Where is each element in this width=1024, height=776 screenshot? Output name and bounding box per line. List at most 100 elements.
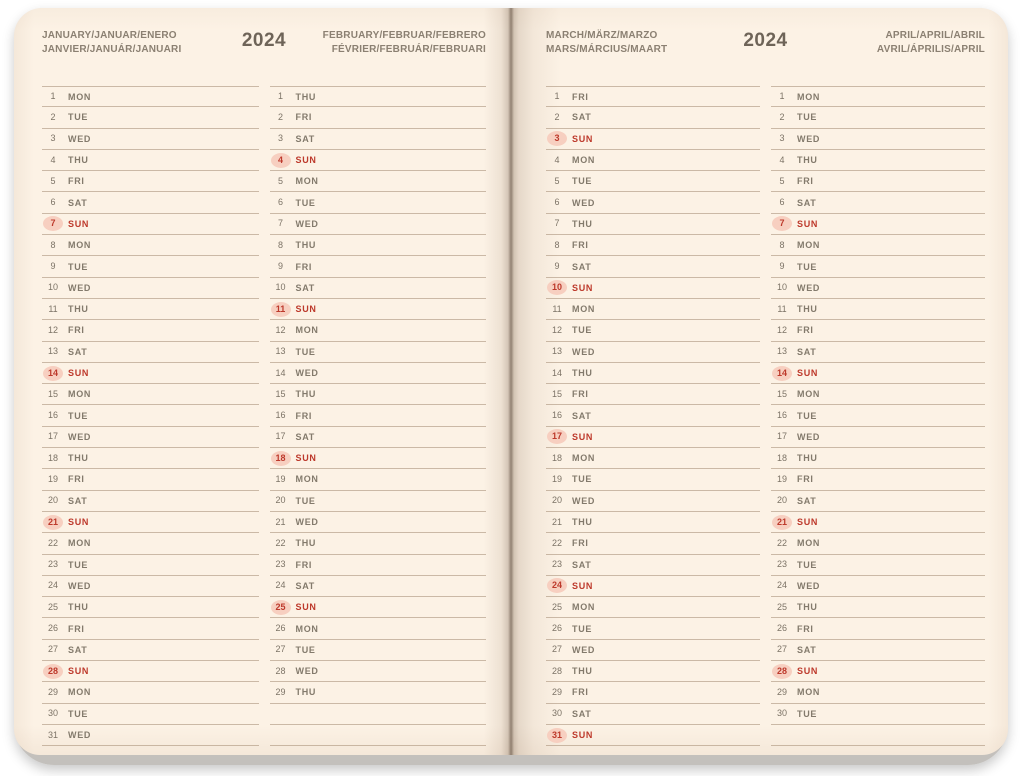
day-row: 25 THU — [771, 597, 985, 619]
day-number: 5 — [554, 175, 560, 186]
day-row: 10 SUN — [546, 278, 760, 299]
day-row: 9 SAT — [546, 256, 760, 278]
day-abbrev: THU — [295, 538, 317, 549]
day-number: 26 — [776, 623, 787, 634]
day-number: 18 — [551, 452, 562, 463]
day-row: 15 THU — [269, 384, 486, 406]
day-abbrev: FRI — [572, 687, 589, 698]
day-number: 29 — [776, 686, 787, 697]
day-abbrev: SAT — [797, 346, 817, 357]
day-number: 1 — [779, 91, 785, 102]
day-number: 9 — [554, 261, 560, 272]
month-columns: 1 FRI 2 SAT 3 SUN 4 MON 5 TUE 6 WED 7 THU 8 FRI 9 SAT 10 SU… — [546, 86, 985, 747]
day-abbrev: TUE — [295, 495, 316, 506]
day-row: 16 TUE — [771, 405, 985, 427]
day-number: 14 — [275, 367, 286, 378]
day-abbrev: SAT — [295, 282, 315, 293]
day-abbrev: MON — [572, 602, 596, 613]
day-row: 4 SUN — [269, 150, 486, 172]
day-abbrev: TUE — [295, 197, 316, 208]
day-row: 13 WED — [546, 342, 760, 363]
day-number: 5 — [277, 175, 283, 186]
day-number: 2 — [779, 111, 785, 122]
day-row: 29 THU — [269, 682, 486, 704]
day-abbrev: THU — [68, 155, 89, 166]
day-row: 8 FRI — [546, 235, 760, 257]
day-number: 10 — [776, 282, 787, 293]
day-row: 5 MON — [269, 171, 486, 193]
day-row: 22 MON — [42, 533, 259, 555]
day-row: 20 TUE — [269, 491, 486, 512]
day-abbrev: WED — [797, 133, 821, 144]
day-number: 12 — [776, 324, 787, 335]
day-abbrev: WED — [572, 644, 596, 655]
day-row: 28 THU — [546, 661, 760, 683]
day-abbrev: TUE — [68, 112, 89, 123]
day-abbrev: TUE — [68, 410, 89, 421]
day-row: 14 SUN — [771, 363, 985, 385]
day-abbrev: FRI — [572, 389, 589, 400]
day-row: 7 THU — [546, 214, 760, 236]
month-title-april: APRIL/APRIL/ABRIL AVRIL/ÁPRILIS/APRIL — [877, 29, 985, 56]
day-number: 16 — [275, 410, 286, 421]
day-abbrev: TUE — [295, 346, 316, 357]
day-abbrev: THU — [797, 602, 818, 613]
day-row: 8 THU — [269, 235, 486, 257]
day-number: 26 — [551, 623, 562, 634]
day-abbrev: FRI — [797, 474, 814, 485]
day-row: 12 FRI — [42, 320, 259, 342]
day-abbrev: SUN — [797, 218, 819, 229]
day-row: 22 FRI — [546, 533, 760, 555]
page-right-header: MARCH/MÄRZ/MARZO MARS/MÁRCIUS/MAART 2024… — [546, 29, 985, 81]
day-abbrev: SAT — [295, 133, 315, 144]
day-row: 6 SAT — [42, 192, 259, 214]
day-row: 15 FRI — [546, 384, 760, 406]
day-abbrev: WED — [797, 431, 821, 442]
book-spine — [508, 8, 514, 755]
day-abbrev: TUE — [572, 474, 593, 485]
day-number: 8 — [277, 239, 283, 250]
day-row: 16 SAT — [546, 405, 760, 427]
day-abbrev: SAT — [797, 495, 817, 506]
day-number: 20 — [776, 495, 787, 506]
day-number: 27 — [47, 644, 58, 655]
day-number: 6 — [779, 197, 785, 208]
day-row: 21 WED — [269, 512, 486, 534]
day-row: 19 MON — [269, 469, 486, 491]
day-row: 11 SUN — [269, 299, 486, 321]
day-number: 26 — [47, 623, 58, 634]
day-abbrev: THU — [572, 666, 593, 677]
day-abbrev: THU — [797, 304, 818, 315]
month-title-march: MARCH/MÄRZ/MARZO MARS/MÁRCIUS/MAART — [546, 29, 667, 56]
month-title-february: FEBRUARY/FEBRUAR/FEBRERO FÉVRIER/FEBRUÁR… — [323, 29, 486, 56]
day-number: 18 — [776, 452, 787, 463]
day-number: 2 — [554, 111, 560, 122]
day-number: 25 — [551, 601, 562, 612]
day-number: 25 — [270, 599, 291, 615]
day-row: 23 TUE — [771, 555, 985, 576]
day-row: 25 SUN — [269, 597, 486, 619]
day-number: 6 — [554, 197, 560, 208]
day-number: 8 — [50, 239, 56, 250]
page-left: JANUARY/JANUAR/ENERO JANVIER/JANUÁR/JANU… — [14, 8, 511, 755]
day-number: 24 — [47, 580, 58, 591]
day-row: 16 TUE — [42, 405, 259, 427]
day-number: 7 — [277, 218, 283, 229]
day-row: 24 WED — [771, 576, 985, 598]
day-abbrev: FRI — [68, 176, 85, 187]
day-abbrev: THU — [572, 218, 593, 229]
day-number: 16 — [551, 410, 562, 421]
day-abbrev: SUN — [68, 218, 90, 229]
day-row: 1 THU — [269, 86, 486, 108]
day-abbrev: MON — [295, 176, 319, 187]
day-abbrev: SAT — [797, 644, 817, 655]
day-number: 17 — [776, 431, 787, 442]
day-abbrev: SUN — [572, 580, 594, 591]
day-row: 12 TUE — [546, 320, 760, 342]
day-number: 9 — [779, 261, 785, 272]
day-number: 23 — [47, 559, 58, 570]
day-row: 13 SAT — [42, 342, 259, 363]
day-abbrev: TUE — [572, 176, 593, 187]
day-number: 24 — [275, 580, 286, 591]
day-abbrev: MON — [572, 453, 596, 464]
